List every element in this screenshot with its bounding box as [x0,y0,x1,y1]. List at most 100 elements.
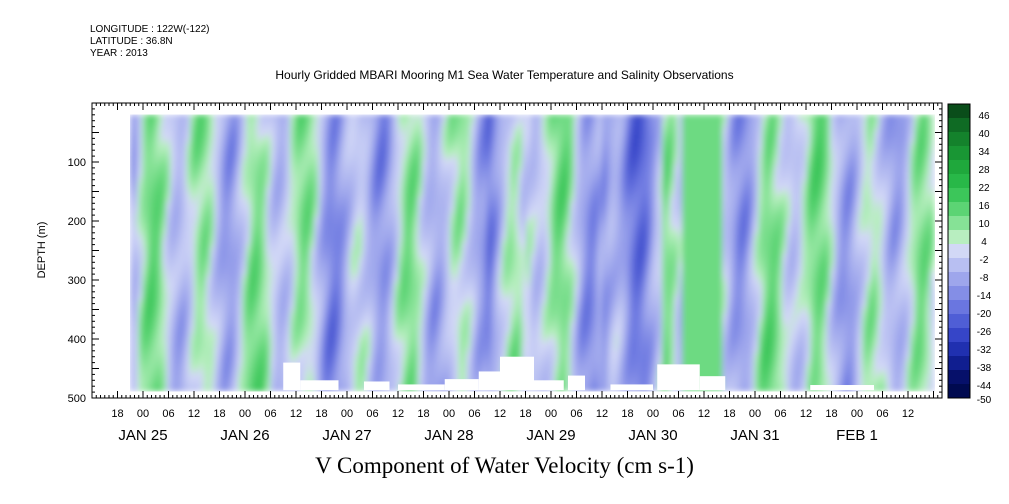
velocity-cell [206,162,211,168]
velocity-cell [222,146,227,152]
velocity-cell [194,366,199,372]
velocity-cell [146,310,151,316]
velocity-cell [166,282,171,288]
velocity-cell [342,306,347,312]
velocity-cell [242,358,247,364]
velocity-cell [358,290,363,296]
velocity-cell [354,198,359,204]
velocity-cell [142,346,147,352]
velocity-cell [226,366,231,372]
velocity-cell [162,370,167,376]
velocity-cell [266,286,271,292]
velocity-cell [190,250,195,256]
velocity-cell [306,234,311,240]
velocity-cell [162,266,167,272]
velocity-cell [390,278,395,284]
velocity-cell [378,350,383,356]
velocity-cell [294,130,299,136]
velocity-cell [322,214,327,220]
velocity-cell [414,278,419,284]
velocity-cell [270,114,275,120]
velocity-cell [190,210,195,216]
velocity-cell [182,154,187,160]
velocity-cell [138,298,143,304]
velocity-cell [234,142,239,148]
velocity-cell [370,370,375,376]
velocity-cell [290,146,295,152]
velocity-cell [270,178,275,184]
velocity-cell [154,186,159,192]
velocity-cell [334,366,339,372]
velocity-cell [142,182,147,188]
velocity-cell [302,138,307,144]
velocity-cell [210,150,215,156]
velocity-cell [166,386,171,392]
velocity-cell [178,146,183,152]
velocity-cell [226,322,231,328]
velocity-cell [350,134,355,140]
velocity-cell [250,350,255,356]
velocity-cell [154,286,159,292]
velocity-cell [358,218,363,224]
velocity-cell [378,206,383,212]
velocity-cell [314,318,319,324]
velocity-cell [366,354,371,360]
velocity-cell [230,158,235,164]
velocity-cell [262,354,267,360]
velocity-cell [146,286,151,292]
velocity-cell [190,322,195,328]
velocity-cell [154,306,159,312]
velocity-cell [182,246,187,252]
velocity-cell [386,162,391,168]
velocity-cell [182,378,187,384]
velocity-cell [406,210,411,216]
velocity-cell [282,170,287,176]
chart-title: Hourly Gridded MBARI Mooring M1 Sea Wate… [275,68,734,82]
velocity-cell [326,234,331,240]
velocity-cell [182,226,187,232]
velocity-cell [250,314,255,320]
velocity-cell [382,122,387,128]
velocity-cell [222,366,227,372]
velocity-cell [310,234,315,240]
velocity-cell [374,378,379,384]
velocity-cell [154,362,159,368]
velocity-cell [342,282,347,288]
velocity-cell [234,346,239,352]
velocity-cell [270,314,275,320]
velocity-cell [418,186,423,192]
velocity-cell [214,254,219,260]
velocity-cell [266,138,271,144]
velocity-cell [314,162,319,168]
velocity-cell [226,198,231,204]
velocity-cell [218,218,223,224]
velocity-cell [398,178,403,184]
velocity-cell [418,146,423,152]
velocity-cell [174,302,179,308]
velocity-cell [402,306,407,312]
velocity-cell [342,190,347,196]
velocity-cell [166,258,171,264]
velocity-cell [174,326,179,332]
velocity-cell [286,162,291,168]
velocity-cell [314,306,319,312]
velocity-cell [298,346,303,352]
velocity-cell [254,330,259,336]
velocity-cell [278,274,283,280]
velocity-cell [278,194,283,200]
velocity-cell [198,366,203,372]
velocity-cell [226,206,231,212]
velocity-cell [234,198,239,204]
velocity-cell [210,258,215,264]
velocity-cell [378,190,383,196]
velocity-cell [306,114,311,120]
velocity-cell [374,142,379,148]
velocity-cell [270,310,275,316]
velocity-cell [394,198,399,204]
velocity-cell [158,198,163,204]
velocity-cell [266,282,271,288]
velocity-cell [210,294,215,300]
velocity-cell [306,298,311,304]
velocity-cell [286,258,291,264]
velocity-cell [206,230,211,236]
